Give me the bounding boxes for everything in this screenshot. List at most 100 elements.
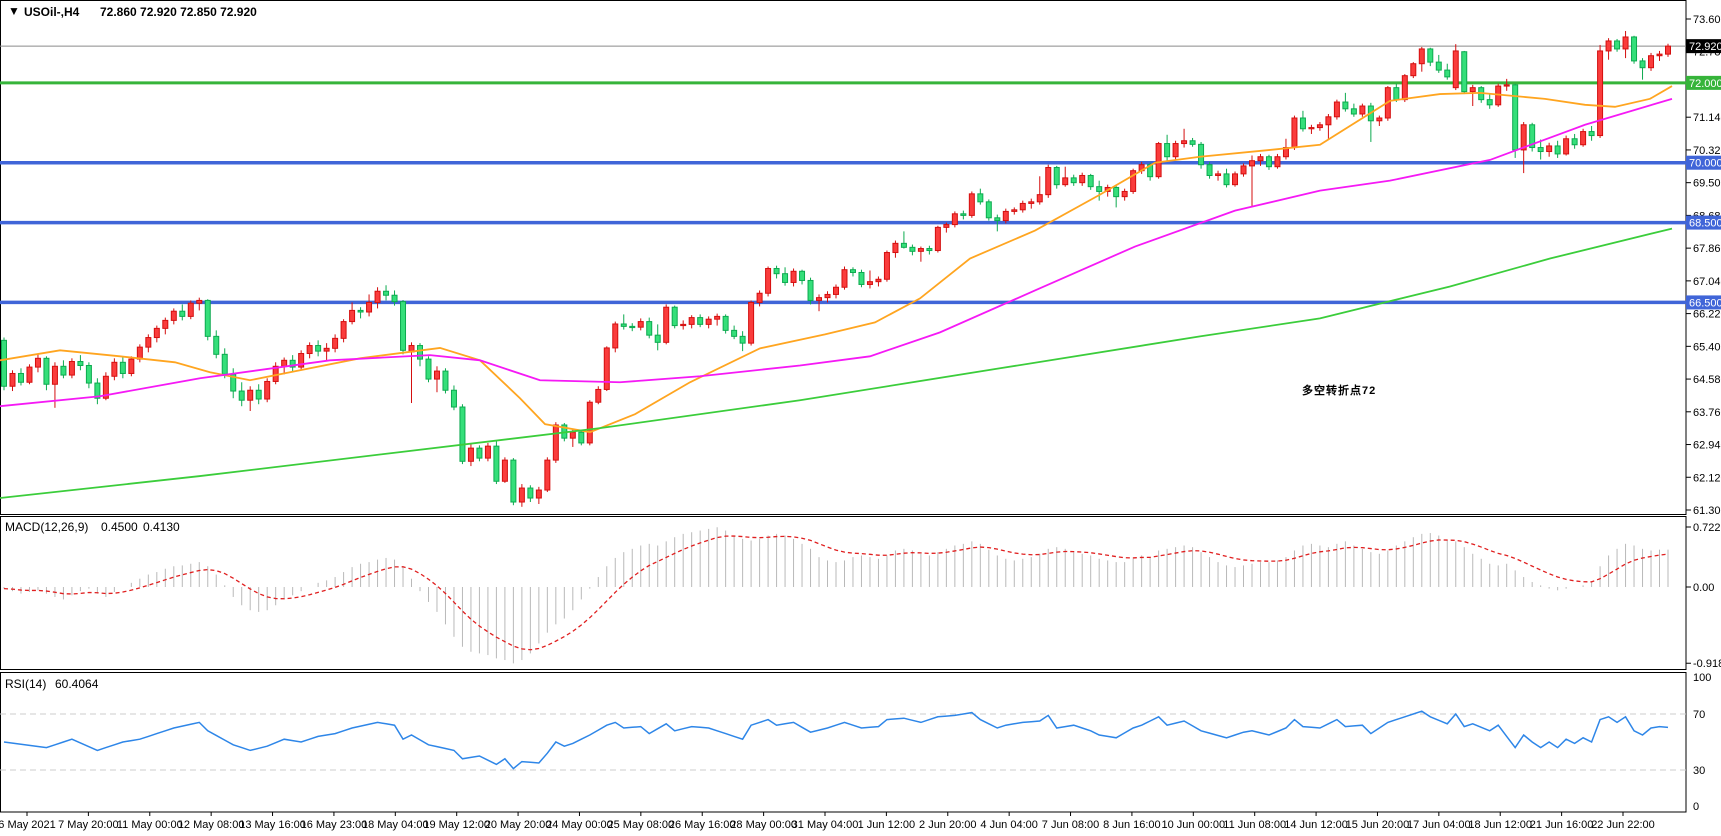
- candle-body: [833, 286, 839, 295]
- rsi-indicator: [0, 710, 1686, 771]
- candle-body: [1376, 117, 1383, 122]
- time-tick-label: 22 Jun 22:00: [1591, 819, 1655, 831]
- price-axis[interactable]: 73.60072.78071.14070.32069.50068.68067.8…: [1686, 14, 1721, 813]
- macd-pane[interactable]: [0, 516, 1687, 670]
- candle-body: [1036, 194, 1043, 203]
- candle-body: [866, 281, 873, 285]
- candle-body: [1181, 140, 1188, 145]
- candle-body: [1249, 160, 1255, 167]
- candle-body: [578, 431, 585, 444]
- candle-body: [883, 252, 890, 280]
- candle-body: [484, 445, 491, 459]
- candle-body: [289, 359, 296, 368]
- candle-body: [383, 290, 390, 296]
- candle-body: [1121, 190, 1128, 198]
- candle-body: [1, 339, 7, 387]
- candle-body: [968, 193, 975, 216]
- candle-body: [1410, 63, 1417, 77]
- candle-body: [1053, 166, 1060, 186]
- candle-body: [595, 388, 602, 403]
- candle-body: [476, 447, 483, 459]
- rsi-label: RSI(14): [5, 677, 46, 691]
- candle-body: [603, 347, 610, 390]
- price-tick-label: 67.860: [1693, 243, 1721, 255]
- price-tick-label: 63.760: [1693, 407, 1721, 419]
- level-price-box: [1686, 215, 1721, 230]
- candle-body: [1427, 48, 1434, 63]
- price-tick-label: 70.320: [1693, 145, 1721, 157]
- candle-body: [102, 375, 109, 399]
- candle-body: [298, 353, 305, 368]
- candle-body: [926, 248, 933, 252]
- time-tick-label: 7 Jun 08:00: [1042, 819, 1100, 831]
- candle-body: [1011, 209, 1018, 212]
- candle-body: [1240, 165, 1247, 175]
- candle-body: [909, 246, 916, 252]
- main-price-pane[interactable]: [0, 0, 1687, 515]
- price-tick-label: 73.600: [1693, 14, 1721, 26]
- candle-body: [1359, 105, 1366, 115]
- candle-body: [1665, 45, 1671, 55]
- symbol-dropdown-icon[interactable]: ▼: [8, 4, 20, 18]
- candle-body: [433, 370, 440, 380]
- candle-body: [442, 370, 449, 391]
- level-price-box: [1686, 155, 1721, 170]
- candle-body: [1614, 40, 1621, 50]
- candle-body: [951, 213, 958, 226]
- candle-body: [1444, 69, 1451, 78]
- candle-body: [985, 201, 992, 219]
- candle-body: [1622, 36, 1629, 50]
- candle-body: [255, 389, 262, 400]
- level-price-box-label: 72.000: [1689, 78, 1721, 90]
- macd-axis-label: 0.7229: [1693, 522, 1721, 534]
- candle-body: [705, 318, 712, 325]
- candle-body: [1350, 108, 1357, 115]
- macd-axis-label: 0.00: [1693, 582, 1714, 594]
- candle-body: [1639, 60, 1646, 69]
- symbol-title: USOil-,H4: [24, 5, 80, 19]
- candle-body: [790, 270, 797, 283]
- candle-body: [1571, 138, 1578, 146]
- candle-body: [977, 193, 984, 203]
- candle-body: [1206, 164, 1213, 176]
- candle-body: [748, 301, 755, 344]
- candle-body: [824, 293, 831, 299]
- candle-body: [1520, 124, 1527, 151]
- candle-body: [646, 321, 653, 336]
- price-tick-label: 69.500: [1693, 178, 1721, 190]
- candle-body: [1631, 36, 1638, 62]
- candle-body: [1656, 53, 1663, 57]
- candle-body: [799, 270, 806, 281]
- candle-body: [187, 302, 194, 317]
- candle-body: [1223, 173, 1230, 186]
- candle-body: [637, 321, 644, 328]
- candle-body: [1648, 55, 1655, 69]
- candle-body: [1087, 174, 1094, 188]
- candle-body: [1393, 87, 1400, 101]
- candle-body: [34, 357, 41, 368]
- candle-body: [1486, 99, 1493, 106]
- candle-body: [374, 290, 381, 303]
- candle-body: [816, 297, 823, 301]
- candle-body: [467, 447, 474, 462]
- candle-body: [544, 459, 551, 491]
- candle-body: [281, 359, 288, 367]
- candle-body: [315, 345, 322, 352]
- candle-body: [264, 380, 271, 400]
- rsi-pane[interactable]: [0, 672, 1687, 813]
- candle-body: [1588, 131, 1595, 137]
- candle-body: [900, 242, 907, 248]
- candle-body: [306, 345, 313, 355]
- candle-body: [1130, 170, 1137, 192]
- candle-body: [459, 406, 466, 462]
- candle-body: [417, 345, 423, 360]
- candle-body: [756, 292, 763, 303]
- price-tick-label: 64.580: [1693, 374, 1721, 386]
- candle-body: [1325, 116, 1332, 126]
- time-tick-label: 25 May 08:00: [608, 819, 675, 831]
- candle-body: [17, 372, 24, 383]
- candle-body: [510, 459, 517, 503]
